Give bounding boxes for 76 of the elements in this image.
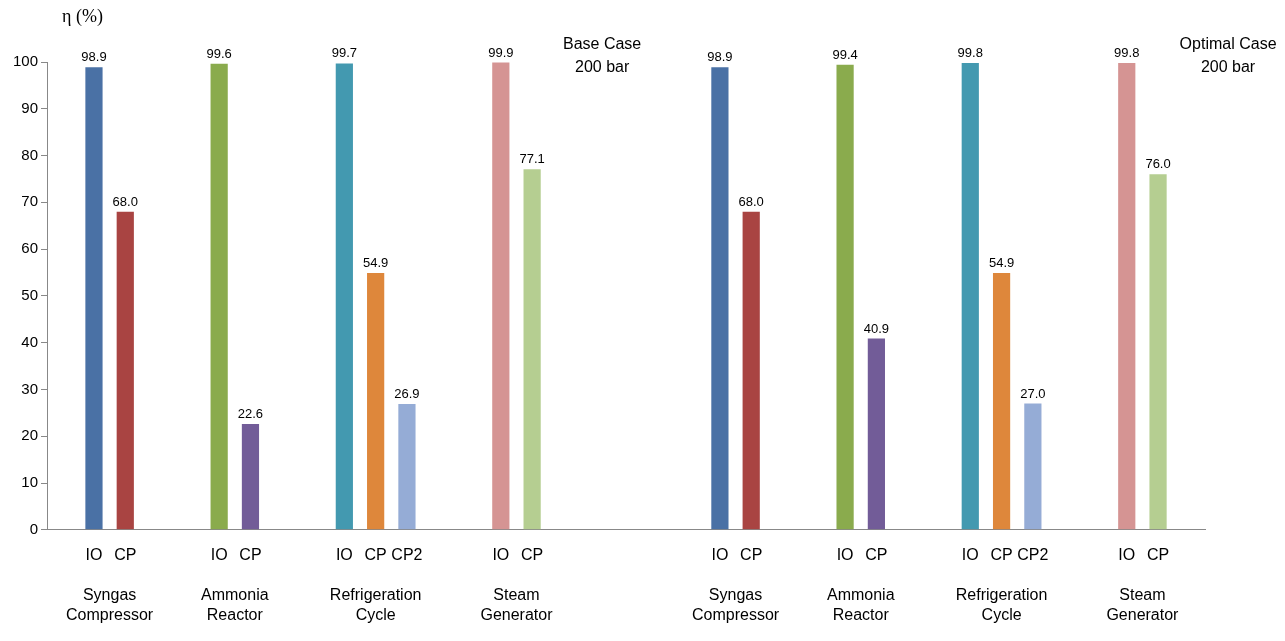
bar [116,211,134,530]
data-label: 40.9 [863,320,890,336]
y-tick-label: 70 [21,192,39,210]
bar [711,67,729,530]
data-label: 99.4 [832,46,858,62]
bar [1118,62,1136,530]
data-label: 54.9 [362,255,389,271]
y-tick-label: 60 [21,239,39,257]
bar [867,338,885,530]
x-tick-label: CP [521,545,544,563]
y-tick-label: 40 [21,332,39,350]
data-label: 68.0 [112,193,138,209]
bar [335,63,353,530]
bar [836,64,854,530]
data-label: 76.0 [1145,156,1171,172]
x-tick-label: CP2 [391,545,423,563]
y-tick-label: 80 [21,145,39,163]
x-tick-label: CP2 [1017,545,1049,563]
x-tick-label: CP [364,545,387,563]
bar [1024,403,1042,530]
y-tick-label: 30 [21,379,39,397]
bar [367,272,385,530]
x-tick-label: CP [239,545,262,563]
y-tick-label: 50 [21,286,39,304]
data-label: 54.9 [988,255,1015,271]
bar [523,169,541,530]
annotation: Optimal Case 200 bar [1179,35,1277,76]
bar [85,67,103,530]
text: Syngas Compressor [691,586,780,624]
data-label: 22.6 [237,406,264,422]
data-label: 99.7 [331,45,357,61]
x-tick-label: IO [836,545,854,563]
bar [241,424,260,530]
bar [210,63,228,530]
bar [398,403,416,530]
y-tick-label: 0 [29,519,39,537]
y-tick-label: 10 [21,473,39,491]
bar [742,211,760,530]
data-label: 99.8 [957,45,983,61]
y-tick-label: 90 [21,98,39,116]
data-label: 27.0 [1020,385,1046,401]
x-tick-label: IO [492,545,510,563]
text: Steam Generator [1106,586,1180,624]
data-label: 26.9 [394,386,420,402]
text: Refrigeration Cycle [955,586,1048,624]
x-tick-label: CP [114,545,137,563]
bar [492,62,510,530]
bar [1149,174,1167,530]
x-tick-label: CP [990,545,1013,563]
text: Ammonia Reactor [826,586,895,624]
text: Steam Generator [480,586,554,624]
x-tick-label: CP [1146,545,1170,563]
y-tick-label: 100 [13,52,39,70]
x-tick-label: CP [865,545,888,563]
x-tick-label: IO [961,545,979,563]
data-label: 98.9 [707,49,733,65]
x-tick-label: IO [711,545,729,563]
data-label: 99.8 [1114,45,1140,61]
x-tick-label: IO [210,545,228,563]
text: Ammonia Reactor [201,586,269,624]
bar [992,272,1011,530]
text: Syngas Compressor [66,586,154,624]
x-tick-label: IO [335,545,353,563]
y-axis-title: η (%) [62,6,103,27]
annotation: Base Case 200 bar [562,35,642,76]
bar [961,62,979,530]
data-label: 99.6 [206,45,232,61]
data-label: 98.9 [81,49,107,65]
data-label: 99.9 [488,44,514,60]
x-tick-label: CP [740,545,763,563]
x-tick-label: IO [85,545,103,563]
data-label: 77.1 [519,151,545,167]
text: Refrigeration Cycle [329,586,422,624]
data-label: 68.0 [738,193,764,209]
y-tick-label: 20 [21,426,39,444]
x-tick-label: IO [1118,545,1136,563]
